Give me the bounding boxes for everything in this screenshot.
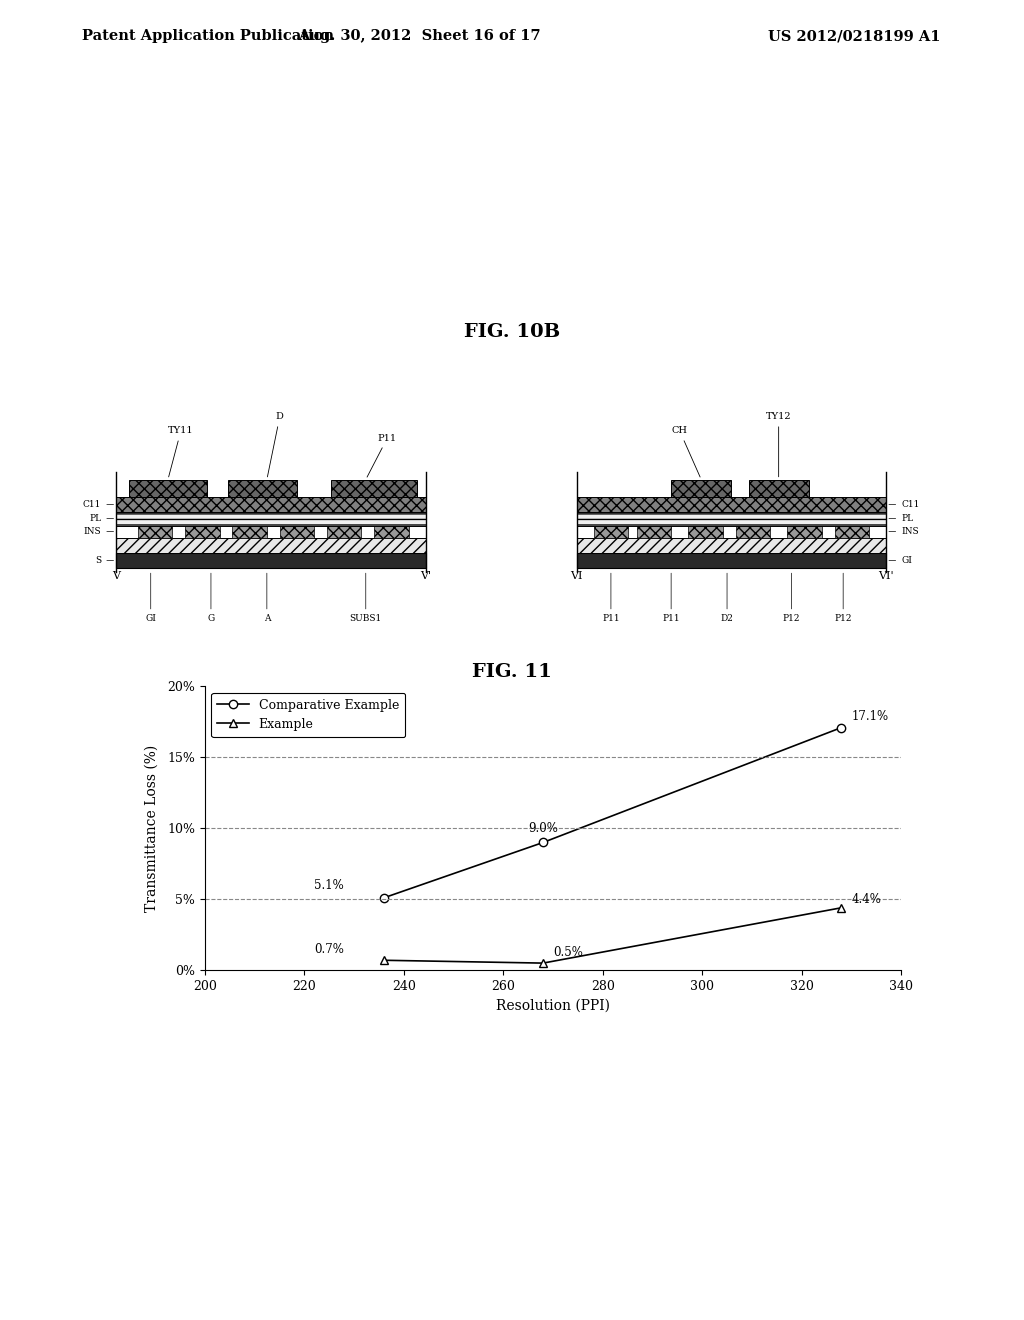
Bar (637, 525, 671, 539)
Text: 0.7%: 0.7% (314, 942, 344, 956)
Text: V': V' (421, 572, 431, 581)
Text: INS: INS (889, 527, 919, 536)
Bar (332, 479, 418, 498)
Text: GI: GI (889, 556, 912, 565)
Text: PL: PL (89, 513, 114, 523)
Bar (129, 479, 207, 498)
Bar (280, 525, 314, 539)
Comparative Example (378, 890, 390, 906)
Text: C11: C11 (889, 500, 920, 510)
Bar (787, 525, 821, 539)
Text: VI': VI' (879, 572, 894, 581)
Text: Aug. 30, 2012  Sheet 16 of 17: Aug. 30, 2012 Sheet 16 of 17 (299, 29, 541, 44)
Text: FIG. 11: FIG. 11 (472, 663, 552, 681)
Bar (117, 511, 426, 525)
Text: P11: P11 (602, 573, 620, 623)
Bar (577, 511, 886, 525)
Text: GI: GI (145, 573, 157, 623)
Legend: Comparative Example, Example: Comparative Example, Example (211, 693, 406, 738)
Text: P12: P12 (835, 573, 852, 623)
Bar (327, 525, 361, 539)
Bar (835, 525, 869, 539)
Example (836, 900, 848, 916)
Bar (117, 498, 426, 511)
Text: SUBS1: SUBS1 (349, 573, 382, 623)
Bar (749, 479, 809, 498)
Text: V: V (113, 572, 121, 581)
Bar (228, 479, 297, 498)
Text: D: D (267, 412, 284, 477)
Bar (594, 525, 628, 539)
Bar (375, 525, 409, 539)
Bar (185, 525, 219, 539)
Comparative Example (537, 834, 549, 850)
Bar (688, 525, 723, 539)
Text: S: S (95, 556, 114, 565)
Text: CH: CH (672, 426, 700, 477)
X-axis label: Resolution (PPI): Resolution (PPI) (496, 998, 610, 1012)
Text: INS: INS (84, 527, 114, 536)
Text: FIG. 10B: FIG. 10B (464, 323, 560, 342)
Bar (117, 539, 426, 553)
Text: 0.5%: 0.5% (553, 946, 583, 958)
Line: Comparative Example: Comparative Example (380, 723, 846, 902)
Bar (671, 479, 731, 498)
Text: 17.1%: 17.1% (851, 710, 889, 723)
Text: D2: D2 (721, 573, 733, 623)
Example (378, 952, 390, 968)
Example (537, 956, 549, 972)
Text: TY12: TY12 (766, 412, 792, 477)
Text: VI: VI (570, 572, 583, 581)
Text: 4.4%: 4.4% (851, 894, 882, 907)
Y-axis label: Transmittance Loss (%): Transmittance Loss (%) (144, 744, 159, 912)
Text: P11: P11 (663, 573, 680, 623)
Text: P12: P12 (782, 573, 801, 623)
Bar (117, 553, 426, 568)
Text: 5.1%: 5.1% (314, 879, 344, 892)
Text: G: G (207, 573, 215, 623)
Line: Example: Example (380, 904, 846, 968)
Text: PL: PL (889, 513, 913, 523)
Text: TY11: TY11 (168, 426, 194, 477)
Bar (577, 498, 886, 511)
Text: US 2012/0218199 A1: US 2012/0218199 A1 (768, 29, 940, 44)
Bar (138, 525, 172, 539)
Text: 9.0%: 9.0% (528, 822, 558, 836)
Bar (577, 553, 886, 568)
Bar (232, 525, 267, 539)
Text: P11: P11 (367, 433, 397, 477)
Text: A: A (263, 573, 270, 623)
Comparative Example (836, 719, 848, 735)
Text: C11: C11 (83, 500, 114, 510)
Text: Patent Application Publication: Patent Application Publication (82, 29, 334, 44)
Bar (577, 539, 886, 553)
Bar (735, 525, 770, 539)
